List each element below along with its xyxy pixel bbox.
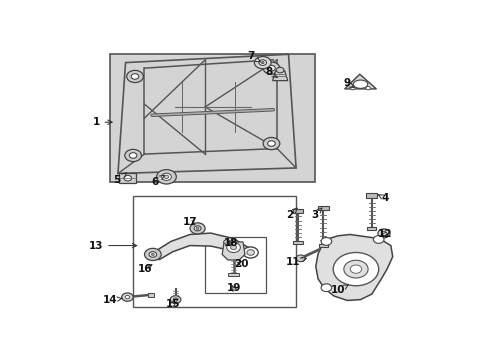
Circle shape (129, 153, 137, 158)
Circle shape (267, 141, 275, 146)
FancyBboxPatch shape (133, 195, 296, 307)
Text: 15: 15 (165, 299, 180, 309)
Circle shape (173, 298, 178, 301)
Circle shape (131, 74, 139, 79)
Polygon shape (222, 242, 244, 260)
Text: 8: 8 (264, 67, 277, 78)
Circle shape (124, 149, 141, 162)
Circle shape (161, 173, 171, 180)
Circle shape (126, 70, 143, 82)
Bar (317, 206, 328, 210)
FancyBboxPatch shape (205, 237, 265, 293)
Bar (366, 193, 377, 198)
Text: 14: 14 (102, 296, 122, 305)
Circle shape (381, 231, 386, 235)
Text: 4: 4 (378, 193, 388, 203)
Circle shape (246, 250, 254, 255)
Circle shape (254, 57, 270, 69)
Circle shape (332, 252, 378, 286)
Circle shape (373, 235, 383, 243)
Bar (366, 227, 376, 230)
Text: 7: 7 (246, 51, 260, 62)
Bar (293, 241, 302, 244)
Circle shape (156, 170, 176, 184)
Circle shape (122, 293, 133, 301)
Circle shape (226, 243, 240, 252)
Text: 3: 3 (311, 208, 321, 220)
Circle shape (263, 62, 279, 74)
Text: 13: 13 (88, 240, 137, 251)
Text: 9: 9 (343, 78, 353, 89)
Circle shape (164, 175, 168, 179)
FancyBboxPatch shape (110, 54, 314, 182)
Text: 10: 10 (330, 285, 348, 296)
Bar (292, 209, 303, 213)
Bar (227, 273, 239, 276)
Text: 18: 18 (223, 238, 238, 248)
Text: 16: 16 (138, 264, 152, 274)
Circle shape (267, 66, 275, 71)
Text: 6: 6 (151, 175, 164, 187)
Circle shape (170, 296, 181, 303)
Circle shape (151, 253, 154, 256)
Circle shape (144, 248, 161, 261)
Ellipse shape (353, 80, 367, 89)
Circle shape (261, 62, 264, 64)
Circle shape (125, 296, 129, 299)
Text: 20: 20 (234, 258, 248, 269)
Text: 12: 12 (377, 229, 391, 239)
Circle shape (230, 245, 236, 250)
Circle shape (321, 284, 331, 292)
Circle shape (349, 265, 361, 273)
Text: 1: 1 (92, 117, 112, 127)
Circle shape (223, 240, 229, 244)
Circle shape (196, 227, 199, 229)
Circle shape (295, 255, 305, 262)
Circle shape (377, 229, 389, 238)
Text: 2: 2 (286, 208, 297, 220)
Circle shape (276, 67, 284, 73)
Circle shape (149, 252, 156, 257)
Polygon shape (155, 233, 251, 260)
Circle shape (343, 260, 367, 278)
Circle shape (124, 175, 131, 181)
Circle shape (259, 60, 266, 66)
Circle shape (321, 238, 331, 245)
Circle shape (365, 86, 369, 90)
Text: 17: 17 (183, 217, 197, 227)
Circle shape (189, 223, 205, 234)
Polygon shape (272, 71, 287, 81)
Bar (119, 173, 136, 184)
Polygon shape (315, 234, 392, 301)
Polygon shape (344, 74, 376, 89)
Bar (147, 293, 153, 297)
Circle shape (243, 247, 258, 258)
Circle shape (263, 138, 279, 150)
Bar (318, 244, 327, 247)
Text: 5: 5 (113, 173, 126, 185)
Circle shape (350, 86, 354, 90)
Polygon shape (147, 250, 159, 260)
Circle shape (194, 226, 201, 231)
Text: 19: 19 (226, 283, 240, 293)
Text: 11: 11 (285, 257, 306, 267)
